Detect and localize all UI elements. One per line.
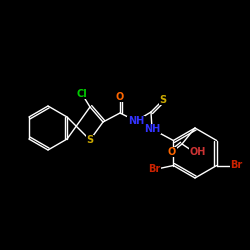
Text: OH: OH [190, 147, 206, 157]
Text: O: O [168, 147, 176, 157]
Text: Br: Br [148, 164, 160, 173]
Text: NH: NH [144, 124, 160, 134]
Text: S: S [86, 135, 94, 145]
Text: NH: NH [128, 116, 144, 126]
Text: Br: Br [230, 160, 243, 170]
Text: O: O [116, 92, 124, 102]
Text: Cl: Cl [76, 89, 88, 99]
Text: S: S [160, 95, 166, 105]
